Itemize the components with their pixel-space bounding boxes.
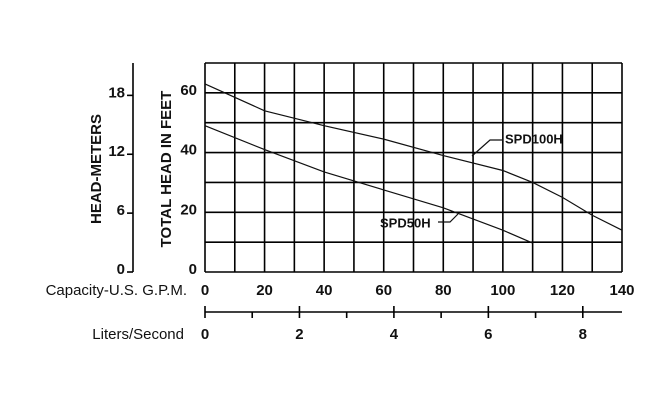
y-tick-label: 40 <box>180 142 197 159</box>
x2-axis-title: Liters/Second <box>92 326 184 343</box>
x-tick-label: 100 <box>490 282 515 299</box>
x-tick-label: 140 <box>609 282 634 299</box>
x-axis-title: Capacity-U.S. G.P.M. <box>46 282 187 299</box>
x2-tick-label: 4 <box>390 326 399 343</box>
x-tick-label: 120 <box>550 282 575 299</box>
y2-axis-title: HEAD-METERS <box>88 114 105 224</box>
x2-tick-label: 0 <box>201 326 209 343</box>
y-tick-label: 60 <box>180 82 197 99</box>
y2-tick-label: 12 <box>108 143 125 160</box>
leader-line <box>471 139 503 157</box>
y-tick-label: 0 <box>189 261 197 278</box>
y2-tick-label: 0 <box>117 261 125 278</box>
curve <box>204 83 623 231</box>
y-tick-label: 20 <box>180 201 197 218</box>
leader-line <box>438 213 459 223</box>
y-axis-title: TOTAL HEAD IN FEET <box>158 91 175 248</box>
y2-tick-label: 18 <box>108 84 125 101</box>
x-tick-label: 0 <box>201 282 209 299</box>
x2-tick-label: 8 <box>579 326 587 343</box>
curve <box>204 125 533 244</box>
x2-tick-label: 2 <box>295 326 303 343</box>
series-label: SPD100H <box>505 131 563 146</box>
x2-tick-label: 6 <box>484 326 492 343</box>
x-tick-label: 60 <box>375 282 392 299</box>
x-tick-label: 20 <box>256 282 273 299</box>
series-label: SPD50H <box>380 215 431 230</box>
x-tick-label: 80 <box>435 282 452 299</box>
x-tick-label: 40 <box>316 282 333 299</box>
y2-tick-label: 6 <box>117 202 125 219</box>
